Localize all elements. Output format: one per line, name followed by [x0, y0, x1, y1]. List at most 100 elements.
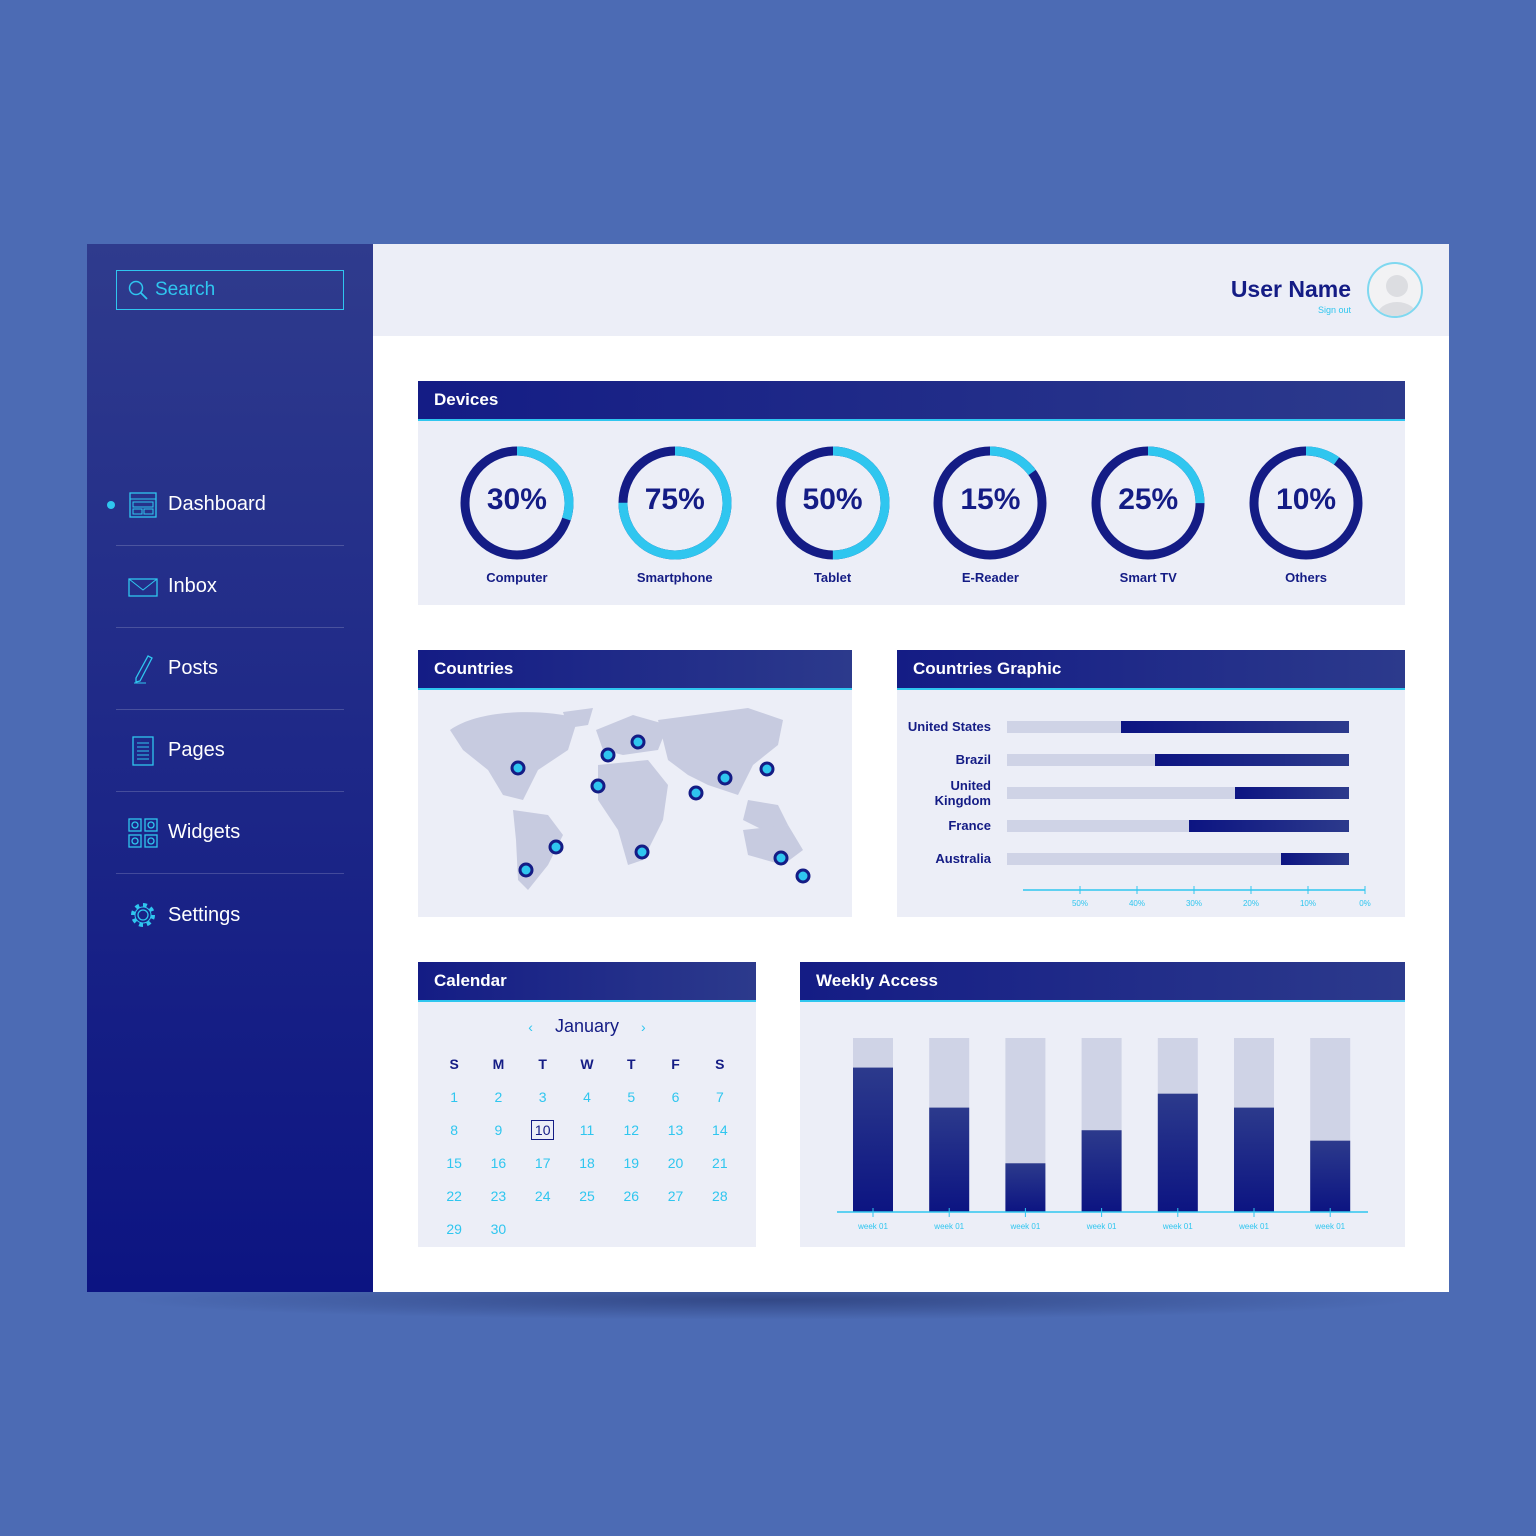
calendar-day[interactable]: 18 [565, 1146, 609, 1179]
calendar-day[interactable]: 15 [432, 1146, 476, 1179]
map-pin[interactable] [717, 770, 733, 786]
tick-label: 20% [1243, 899, 1259, 908]
donut-value: 10% [1276, 483, 1337, 516]
calendar-day[interactable]: 7 [698, 1080, 742, 1113]
bar-fill [1155, 753, 1349, 766]
calendar-day[interactable]: 29 [432, 1212, 476, 1245]
map-pin[interactable] [548, 839, 564, 855]
calendar-day[interactable]: 24 [521, 1179, 565, 1212]
calendar-day[interactable]: 26 [609, 1179, 653, 1212]
calendar-day[interactable]: 5 [609, 1080, 653, 1113]
device-label: Tablet [813, 570, 852, 585]
sidebar-item-pages[interactable]: Pages [116, 710, 344, 792]
map-pin[interactable] [634, 844, 650, 860]
calendar-day[interactable]: 16 [476, 1146, 520, 1179]
day-number: 8 [450, 1121, 459, 1138]
next-month-button[interactable]: › [641, 1018, 646, 1035]
device-donut: 75% Smartphone [615, 443, 735, 585]
map-pin[interactable] [510, 760, 526, 776]
calendar-day[interactable]: 14 [698, 1113, 742, 1146]
weekly-bar[interactable] [1157, 1093, 1198, 1212]
sign-out-link[interactable]: Sign out [1317, 305, 1351, 315]
sidebar-item-label: Widgets [168, 821, 241, 843]
day-number: 17 [534, 1154, 551, 1171]
calendar-day[interactable]: 2 [476, 1080, 520, 1113]
calendar-day[interactable]: 21 [698, 1146, 742, 1179]
calendar-day[interactable]: 4 [565, 1080, 609, 1113]
map-pin[interactable] [759, 761, 775, 777]
sidebar-item-label: Inbox [168, 575, 217, 597]
map-pin[interactable] [630, 734, 646, 750]
map-pin[interactable] [518, 862, 534, 878]
sidebar-item-posts[interactable]: Posts [116, 628, 344, 710]
calendar-day[interactable]: 27 [653, 1179, 697, 1212]
device-label: Smart TV [1119, 570, 1177, 585]
day-number: 6 [671, 1088, 680, 1105]
weekly-bar[interactable] [1005, 1163, 1046, 1212]
country-name: France [948, 818, 991, 833]
bar-fill [1280, 852, 1349, 865]
avatar[interactable] [1367, 262, 1423, 318]
day-number: 14 [712, 1121, 728, 1138]
countries-graphic-panel: Countries Graphic United States Brazil Uni… [897, 650, 1405, 917]
calendar-day[interactable]: 19 [609, 1146, 653, 1179]
calendar-day[interactable]: 13 [653, 1113, 697, 1146]
day-number: 19 [623, 1154, 640, 1171]
user-icon [1377, 275, 1417, 316]
calendar-day[interactable]: 28 [698, 1179, 742, 1212]
panel-title: Countries Graphic [897, 650, 1405, 690]
search-input[interactable]: Search [116, 270, 344, 310]
day-number: 1 [450, 1088, 459, 1105]
prev-month-button[interactable]: ‹ [528, 1018, 533, 1035]
calendar-day[interactable]: 1 [432, 1080, 476, 1113]
device-donuts: 30% Computer 75% Smartphone 50% Tablet 15% E-Re… [418, 421, 1405, 585]
map-pin[interactable] [795, 868, 811, 884]
calendar-day[interactable]: 30 [476, 1212, 520, 1245]
calendar-day[interactable]: 17 [521, 1146, 565, 1179]
tick-label: 30% [1186, 899, 1202, 908]
calendar-day[interactable]: 25 [565, 1179, 609, 1212]
day-number: 16 [490, 1154, 507, 1171]
countries-panel: Countries [418, 650, 852, 917]
month-label: January [554, 1016, 620, 1036]
weekly-bar[interactable] [853, 1067, 893, 1212]
day-number: 27 [667, 1187, 684, 1204]
day-number: 21 [712, 1154, 728, 1171]
gear-icon [131, 903, 155, 927]
mail-icon [128, 577, 158, 597]
calendar-day[interactable]: 20 [653, 1146, 697, 1179]
tick-label: 40% [1129, 899, 1145, 908]
bar-track [1007, 786, 1349, 799]
widgets-icon [128, 817, 158, 848]
calendar-day[interactable]: 3 [521, 1080, 565, 1113]
calendar-day[interactable]: 11 [565, 1113, 609, 1146]
weekly-bar[interactable] [1310, 1140, 1351, 1212]
sidebar-item-settings[interactable]: Settings [116, 874, 344, 956]
weekly-bar[interactable] [929, 1107, 970, 1212]
map-pin[interactable] [600, 747, 616, 763]
sidebar-item-dashboard[interactable]: Dashboard [107, 464, 344, 546]
page-icon [132, 735, 154, 766]
day-number: 23 [490, 1187, 507, 1204]
calendar-day[interactable]: 12 [609, 1113, 653, 1146]
map-pin[interactable] [590, 778, 606, 794]
weekly-bar[interactable] [1234, 1107, 1274, 1212]
calendar-day[interactable]: 22 [432, 1179, 476, 1212]
calendar-day[interactable]: 23 [476, 1179, 520, 1212]
sidebar-item-widgets[interactable]: Widgets [116, 792, 344, 874]
device-label: Computer [486, 570, 548, 585]
donut-chart [1091, 446, 1205, 560]
map-pin[interactable] [688, 785, 704, 801]
calendar-day[interactable]: 9 [476, 1113, 520, 1146]
weekly-bar[interactable] [1081, 1130, 1122, 1212]
map-pin[interactable] [773, 850, 789, 866]
calendar-day[interactable]: 8 [432, 1113, 476, 1146]
country-bar-row: Brazil [897, 743, 1405, 776]
weekday-label: M [492, 1055, 505, 1072]
calendar-day[interactable]: 6 [653, 1080, 697, 1113]
bar-track [1007, 720, 1349, 733]
search-icon [128, 280, 148, 300]
calendar-day[interactable]: 10 [521, 1113, 565, 1146]
device-donut: 30% Computer [457, 443, 577, 585]
sidebar-item-inbox[interactable]: Inbox [116, 546, 344, 628]
